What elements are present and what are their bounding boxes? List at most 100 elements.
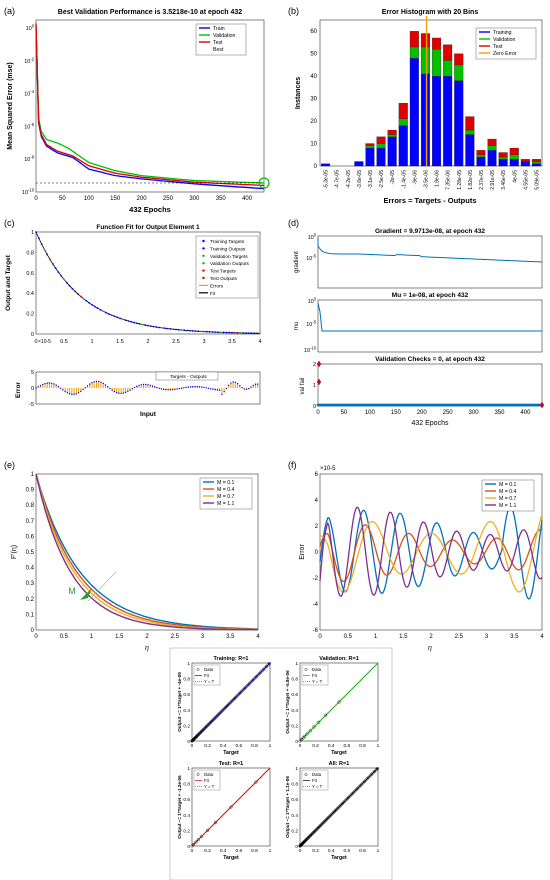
chart-d-mu-line xyxy=(317,302,542,332)
chart-c-error-point xyxy=(165,389,167,391)
chart-g-xtick: 0 xyxy=(299,848,302,854)
chart-e-xtick: 4 xyxy=(256,634,260,640)
chart-d-gradient-ytick: 100 xyxy=(308,233,317,242)
chart-f-ytick: -4 xyxy=(313,602,319,608)
chart-g-xtick: 1 xyxy=(377,743,380,749)
chart-g-xtick: 0.2 xyxy=(312,848,319,854)
chart-c-error-point xyxy=(174,388,176,391)
chart-e-ytick: 0.2 xyxy=(26,597,35,603)
chart-g-data-point xyxy=(321,821,325,825)
chart-g-legend-label: Data xyxy=(204,772,214,777)
chart-c-error-point xyxy=(82,388,84,391)
chart-c-error-point xyxy=(55,384,57,386)
chart-g-ytick: 1 xyxy=(295,661,298,667)
chart-d-xtick: 400 xyxy=(520,410,531,416)
chart-g-legend-label: Data xyxy=(312,772,322,777)
chart-b-bar-training xyxy=(531,163,541,167)
chart-c-target-point xyxy=(135,322,138,325)
chart-g-data-point xyxy=(327,815,331,819)
chart-f-legend-label: M = 0.4 xyxy=(499,489,517,495)
chart-g-data-point xyxy=(194,735,198,739)
chart-c-xtick: 1.5 xyxy=(116,339,124,345)
chart-c-xtick-hidden: 0.5 xyxy=(64,360,65,361)
chart-b-bar-validation xyxy=(443,60,453,77)
chart-c-target-point xyxy=(102,310,105,313)
chart-g-data-point xyxy=(268,661,272,665)
chart-f-xtick: 2.5 xyxy=(455,634,464,640)
chart-c-xtick-hidden: 3 xyxy=(204,360,205,361)
chart-f-legend-label: M = 1.1 xyxy=(499,503,517,509)
chart-g-data-point xyxy=(210,719,214,723)
chart-c-error-point xyxy=(218,389,221,391)
chart-d-xtick: 200 xyxy=(417,410,428,416)
chart-c-target-point xyxy=(130,320,133,323)
chart-c-error-point xyxy=(140,384,142,386)
chart-g-legend-label: Data xyxy=(312,667,322,672)
chart-f-exponent: ×10-5 xyxy=(320,466,336,472)
chart-b-bar-test xyxy=(509,147,519,155)
chart-g-legend xyxy=(301,664,329,686)
chart-a-xtick: 100 xyxy=(84,196,95,202)
chart-c-error-point xyxy=(68,393,71,395)
chart-c-error-point xyxy=(124,391,127,394)
panel-label-e: (e) xyxy=(4,460,15,470)
chart-b-bar-test xyxy=(420,33,430,48)
chart-c-target-point xyxy=(175,328,177,331)
chart-b-ytick: 30 xyxy=(310,97,317,103)
chart-g-data-point xyxy=(202,727,206,731)
chart-c-error-point xyxy=(239,385,241,387)
chart-b-bar-validation xyxy=(476,154,486,158)
chart-c-error-point xyxy=(210,388,212,390)
chart-c-target-point xyxy=(91,303,93,306)
chart-f-legend xyxy=(481,479,535,512)
chart-g-legend-label: Y = T xyxy=(204,679,215,684)
chart-g-ytick: 0.2 xyxy=(183,828,190,834)
chart-g-data-point xyxy=(207,722,211,726)
chart-b-bar-test xyxy=(531,159,541,162)
chart-c-target-point xyxy=(214,331,217,334)
chart-c-target-point xyxy=(88,301,91,304)
chart-b-xtick: -4.7e-05 xyxy=(335,170,341,189)
chart-c-target-point xyxy=(138,323,141,325)
chart-g-data-point xyxy=(317,720,321,724)
chart-c-target-point xyxy=(46,253,49,256)
chart-e-legend-label: M = 0.4 xyxy=(217,487,235,493)
chart-b-xtick: -2.5e-05 xyxy=(379,170,385,189)
chart-c-legend-label: Validation Targets xyxy=(210,254,248,260)
chart-g-data-point xyxy=(217,712,221,716)
chart-c-ytick: 1 xyxy=(31,230,34,236)
chart-b-bar-validation xyxy=(454,64,464,81)
chart-a-legend xyxy=(195,23,247,56)
chart-c-legend-label: Fit xyxy=(210,291,216,297)
chart-c-ytick: 0.6 xyxy=(26,271,34,277)
chart-e-ytick: 0.5 xyxy=(26,550,35,556)
chart-c-xlabel: Input xyxy=(140,411,157,418)
chart-c-legend-label: Test Targets xyxy=(210,269,236,275)
chart-b-ytick: 20 xyxy=(310,119,317,125)
chart-f-legend-label: M = 0.1 xyxy=(499,482,517,488)
chart-g-subplot-title: Training: R=1 xyxy=(214,656,249,662)
chart-c-error-point xyxy=(39,384,42,387)
panel-label-b: (b) xyxy=(288,6,299,16)
chart-f-xtick: 3.5 xyxy=(510,634,519,640)
chart-c-error-point xyxy=(194,385,196,388)
chart-c-error-point xyxy=(142,383,145,386)
chart-d-valfail-ytick: 0 xyxy=(313,404,316,410)
chart-c-target-point xyxy=(205,330,208,333)
chart-b-xtick: -9e-06 xyxy=(412,170,418,185)
chart-g-ytick: 0 xyxy=(295,739,298,745)
chart-g-legend-marker xyxy=(304,668,308,671)
chart-f-ytick: 4 xyxy=(315,498,319,504)
chart-b-legend-label: Zero Error xyxy=(493,51,517,57)
chart-b-ytick: 0 xyxy=(314,164,318,170)
panel-label-a: (a) xyxy=(4,6,15,16)
chart-c-target-point xyxy=(242,332,245,334)
chart-b-bar-training xyxy=(454,80,464,167)
chart-d-valfail-ytick: 1 xyxy=(313,383,316,389)
chart-b-bar-training xyxy=(432,76,442,167)
chart-c-error-point xyxy=(71,393,73,396)
chart-c-error-point xyxy=(214,389,216,391)
chart-e-legend xyxy=(199,477,253,510)
chart-g-data-point xyxy=(254,780,258,784)
chart-f-series-line xyxy=(319,514,543,593)
